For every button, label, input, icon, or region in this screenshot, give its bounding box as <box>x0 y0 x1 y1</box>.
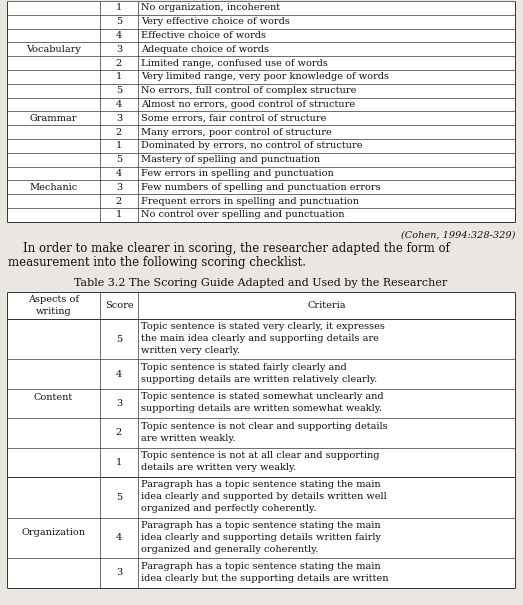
Text: Topic sentence is stated very clearly, it expresses
the main idea clearly and su: Topic sentence is stated very clearly, i… <box>141 322 385 355</box>
Text: 4: 4 <box>116 100 122 109</box>
Text: 5: 5 <box>116 493 122 502</box>
Text: 4: 4 <box>116 370 122 379</box>
Text: Topic sentence is stated fairly clearly and
supporting details are written relat: Topic sentence is stated fairly clearly … <box>141 363 377 384</box>
Text: Many errors, poor control of structure: Many errors, poor control of structure <box>141 128 332 137</box>
Bar <box>7 359 515 389</box>
Text: 2: 2 <box>116 59 122 68</box>
Text: Effective choice of words: Effective choice of words <box>141 31 266 40</box>
Text: In order to make clearer in scoring, the researcher adapted the form of: In order to make clearer in scoring, the… <box>8 242 450 255</box>
Text: 1: 1 <box>116 73 122 82</box>
Text: 2: 2 <box>116 128 122 137</box>
Text: Few errors in spelling and punctuation: Few errors in spelling and punctuation <box>141 169 334 178</box>
Text: Adequate choice of words: Adequate choice of words <box>141 45 269 54</box>
Text: 5: 5 <box>116 335 122 344</box>
Text: Frequent errors in spelling and punctuation: Frequent errors in spelling and punctuat… <box>141 197 359 206</box>
Text: Topic sentence is stated somewhat unclearly and
supporting details are written s: Topic sentence is stated somewhat unclea… <box>141 392 384 413</box>
Text: Mechanic: Mechanic <box>29 183 77 192</box>
Text: Grammar: Grammar <box>30 114 77 123</box>
Text: 1: 1 <box>116 4 122 12</box>
Bar <box>7 558 515 587</box>
Text: Few numbers of spelling and punctuation errors: Few numbers of spelling and punctuation … <box>141 183 381 192</box>
Text: Paragraph has a topic sentence stating the main
idea clearly but the supporting : Paragraph has a topic sentence stating t… <box>141 561 389 583</box>
Text: Paragraph has a topic sentence stating the main
idea clearly and supported by de: Paragraph has a topic sentence stating t… <box>141 480 386 514</box>
Text: Very effective choice of words: Very effective choice of words <box>141 17 290 26</box>
Text: 3: 3 <box>116 183 122 192</box>
Text: 3: 3 <box>116 114 122 123</box>
Text: 2: 2 <box>116 428 122 437</box>
Text: 2: 2 <box>116 197 122 206</box>
Text: Paragraph has a topic sentence stating the main
idea clearly and supporting deta: Paragraph has a topic sentence stating t… <box>141 521 381 554</box>
Text: Limited range, confused use of words: Limited range, confused use of words <box>141 59 328 68</box>
Text: Topic sentence is not clear and supporting details
are written weakly.: Topic sentence is not clear and supporti… <box>141 422 388 443</box>
Text: 1: 1 <box>116 211 122 220</box>
Text: 4: 4 <box>116 169 122 178</box>
Text: 4: 4 <box>116 31 122 40</box>
Text: Table 3.2 The Scoring Guide Adapted and Used by the Researcher: Table 3.2 The Scoring Guide Adapted and … <box>74 278 448 288</box>
Text: Dominated by errors, no control of structure: Dominated by errors, no control of struc… <box>141 142 362 151</box>
Text: 3: 3 <box>116 45 122 54</box>
Text: Vocabulary: Vocabulary <box>26 45 81 54</box>
Text: Aspects of
writing: Aspects of writing <box>28 295 79 316</box>
Text: 4: 4 <box>116 534 122 543</box>
Text: Content: Content <box>34 393 73 402</box>
Bar <box>7 1 515 222</box>
Text: measurement into the following scoring checklist.: measurement into the following scoring c… <box>8 256 306 269</box>
Text: No organization, incoherent: No organization, incoherent <box>141 4 280 12</box>
Text: Mastery of spelling and punctuation: Mastery of spelling and punctuation <box>141 155 320 164</box>
Text: 5: 5 <box>116 17 122 26</box>
Text: (Cohen, 1994:328-329): (Cohen, 1994:328-329) <box>401 231 515 240</box>
Bar <box>7 292 515 319</box>
Bar <box>7 389 515 418</box>
Text: Almost no errors, good control of structure: Almost no errors, good control of struct… <box>141 100 355 109</box>
Text: 3: 3 <box>116 399 122 408</box>
Text: Topic sentence is not at all clear and supporting
details are written very weakl: Topic sentence is not at all clear and s… <box>141 451 380 472</box>
Text: 5: 5 <box>116 86 122 95</box>
Text: 5: 5 <box>116 155 122 164</box>
Text: 3: 3 <box>116 569 122 577</box>
Bar <box>7 477 515 518</box>
Text: Very limited range, very poor knowledge of words: Very limited range, very poor knowledge … <box>141 73 389 82</box>
Bar <box>7 518 515 558</box>
Bar <box>7 418 515 448</box>
Text: No control over spelling and punctuation: No control over spelling and punctuation <box>141 211 345 220</box>
Bar <box>7 448 515 477</box>
Text: Criteria: Criteria <box>307 301 346 310</box>
Bar <box>7 319 515 359</box>
Text: No errors, full control of complex structure: No errors, full control of complex struc… <box>141 86 356 95</box>
Text: 1: 1 <box>116 142 122 151</box>
Text: Score: Score <box>105 301 133 310</box>
Text: 1: 1 <box>116 458 122 467</box>
Text: Organization: Organization <box>21 528 85 537</box>
Text: Some errors, fair control of structure: Some errors, fair control of structure <box>141 114 326 123</box>
